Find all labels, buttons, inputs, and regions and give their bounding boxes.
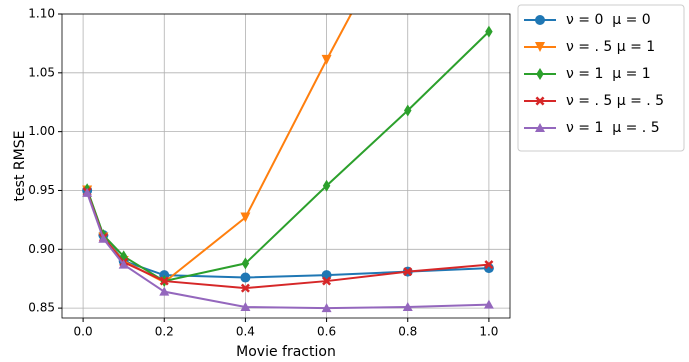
data-point bbox=[159, 286, 170, 296]
x-tick-label: 0.2 bbox=[155, 325, 174, 339]
series-line bbox=[86, 14, 353, 284]
legend-marker bbox=[535, 42, 545, 52]
x-tick-label: 0.8 bbox=[398, 325, 417, 339]
data-point bbox=[321, 303, 332, 313]
series-line bbox=[86, 191, 489, 290]
data-point bbox=[321, 54, 332, 65]
legend-marker bbox=[535, 123, 545, 132]
y-tick-label: 1.10 bbox=[28, 7, 55, 21]
legend-label: ν = 0 μ = 0 bbox=[566, 12, 651, 28]
plot-frame bbox=[61, 13, 511, 319]
data-point bbox=[322, 276, 332, 286]
x-axis-label: Movie fraction bbox=[236, 344, 336, 360]
y-tick-label: 0.85 bbox=[28, 301, 55, 315]
legend-label: ν = . 5 μ = . 5 bbox=[566, 93, 664, 109]
data-point bbox=[483, 299, 494, 309]
series-line bbox=[86, 192, 489, 310]
data-point bbox=[118, 259, 129, 269]
legend-marker bbox=[536, 68, 544, 80]
x-tick-label: 0.4 bbox=[236, 325, 255, 339]
y-tick-label: 0.90 bbox=[28, 242, 55, 256]
data-point bbox=[159, 276, 169, 286]
legend-label: ν = . 5 μ = 1 bbox=[566, 39, 655, 55]
x-tick-label: 0.6 bbox=[317, 325, 336, 339]
legend-marker bbox=[535, 96, 545, 106]
data-point bbox=[240, 272, 251, 283]
y-tick-label: 1.05 bbox=[28, 65, 55, 79]
legend-label: ν = 1 μ = . 5 bbox=[566, 120, 660, 136]
data-point bbox=[240, 301, 251, 311]
y-axis-label: test RMSE bbox=[12, 131, 28, 202]
legend-box bbox=[517, 4, 685, 152]
legend-marker bbox=[535, 15, 545, 25]
x-tick-label: 1.0 bbox=[479, 325, 498, 339]
y-tick-label: 0.95 bbox=[28, 183, 55, 197]
series-line bbox=[86, 190, 489, 279]
data-point bbox=[82, 187, 93, 197]
x-tick-label: 0.0 bbox=[74, 325, 93, 339]
data-point bbox=[322, 179, 331, 192]
legend-label: ν = 1 μ = 1 bbox=[566, 66, 651, 82]
data-point bbox=[484, 260, 494, 270]
data-point bbox=[240, 212, 251, 223]
data-point bbox=[403, 267, 413, 277]
data-point bbox=[485, 25, 493, 38]
data-point bbox=[98, 233, 109, 243]
data-point bbox=[240, 283, 250, 293]
data-point bbox=[402, 301, 413, 311]
series-line bbox=[86, 30, 490, 283]
data-point bbox=[403, 104, 412, 117]
y-tick-label: 1.00 bbox=[28, 124, 55, 138]
data-point bbox=[241, 257, 250, 270]
